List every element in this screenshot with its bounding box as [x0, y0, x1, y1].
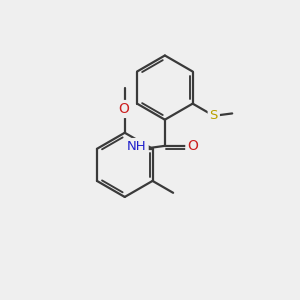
Text: O: O [188, 139, 198, 153]
Text: O: O [118, 102, 129, 116]
Text: S: S [210, 109, 218, 122]
Text: NH: NH [127, 140, 147, 153]
